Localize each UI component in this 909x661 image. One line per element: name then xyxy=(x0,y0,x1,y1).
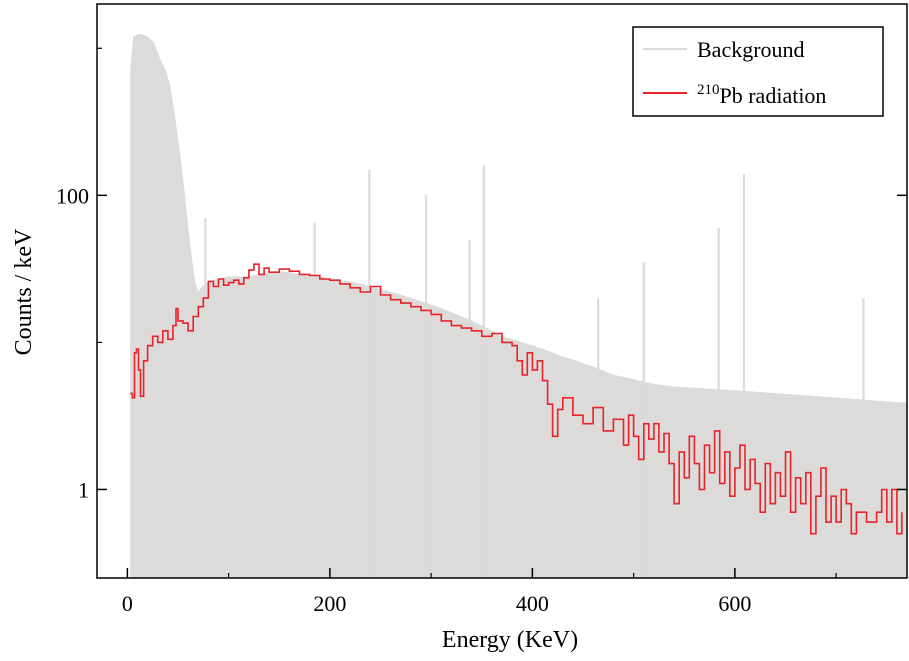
x-tick-label-0: 0 xyxy=(122,591,133,616)
x-tick-label-200: 200 xyxy=(313,591,346,616)
series-background-area xyxy=(130,33,907,578)
legend: Background 210Pb radiation xyxy=(632,26,884,117)
x-tick-label-400: 400 xyxy=(516,591,549,616)
x-tick-label-600: 600 xyxy=(718,591,751,616)
legend-label-pb-radiation: 210Pb radiation xyxy=(697,82,826,108)
y-tick-label-100: 100 xyxy=(56,183,89,208)
axes: 0 200 400 600 1 100 xyxy=(56,3,908,616)
legend-label-text: Pb radiation xyxy=(720,83,827,108)
x-axis-title: Energy (KeV) xyxy=(442,627,578,653)
plot-frame xyxy=(96,3,908,579)
legend-box xyxy=(632,26,884,117)
plot-area xyxy=(130,33,907,578)
series-pb-radiation-line xyxy=(130,263,903,535)
y-tick-label-1: 1 xyxy=(78,477,89,502)
legend-superscript: 210 xyxy=(697,82,720,98)
y-axis-title: Counts / keV xyxy=(11,228,37,355)
legend-label-background: Background xyxy=(697,37,805,62)
